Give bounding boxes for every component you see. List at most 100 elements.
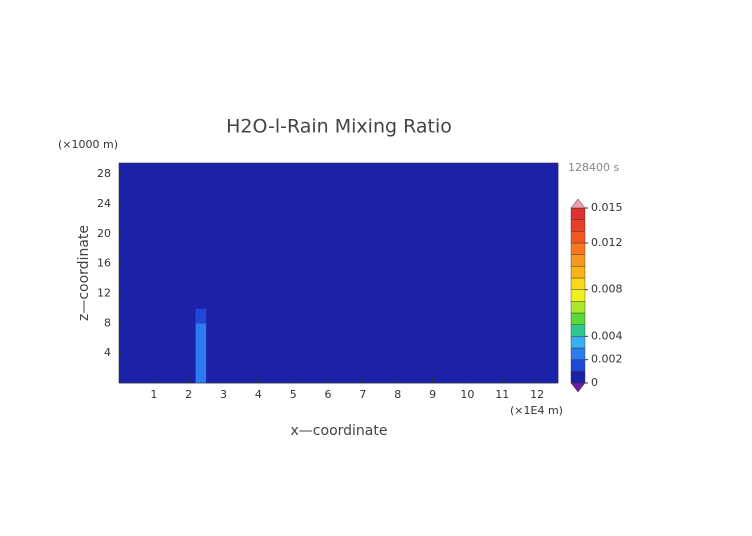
- y-unit: (×1000 m): [58, 138, 118, 151]
- colorbar-under: [570, 382, 586, 393]
- x-tick-label: 11: [495, 388, 509, 401]
- heat-cell: [195, 308, 207, 324]
- heat-cell: [258, 323, 294, 339]
- heat-cell: [119, 338, 155, 354]
- x-tick-label: 4: [255, 388, 262, 401]
- heat-cell: [223, 368, 259, 384]
- heat-cell: [397, 323, 433, 339]
- heat-cell: [223, 353, 259, 369]
- heat-cell: [432, 293, 468, 309]
- heat-cell: [119, 308, 155, 324]
- heat-cell: [258, 353, 294, 369]
- colorbar-segment: [570, 301, 586, 314]
- heat-cell: [195, 293, 207, 309]
- colorbar-segment: [570, 359, 586, 372]
- colorbar-tick-label: 0.008: [591, 283, 623, 296]
- heat-cell: [153, 338, 189, 354]
- heat-cell: [223, 323, 259, 339]
- colorbar-segment: [570, 289, 586, 302]
- heat-cell: [223, 163, 259, 294]
- x-tick-label: 6: [325, 388, 332, 401]
- heat-cell: [188, 338, 196, 354]
- heat-cell: [153, 368, 189, 384]
- heat-cell: [397, 163, 433, 294]
- heat-cell: [206, 338, 224, 354]
- y-tick-label: 8: [104, 316, 111, 329]
- heat-cell: [293, 293, 329, 309]
- heat-cell: [502, 308, 538, 324]
- heat-cell: [467, 338, 503, 354]
- heat-cell: [537, 353, 559, 369]
- colorbar-segment: [570, 242, 586, 255]
- heat-cell: [432, 353, 468, 369]
- heat-cell: [195, 353, 207, 369]
- plot-frame: [118, 162, 559, 384]
- colorbar-segment: [570, 277, 586, 290]
- heat-cell: [328, 163, 364, 294]
- heat-cell: [537, 338, 559, 354]
- colorbar-segment: [570, 266, 586, 279]
- heat-cell: [397, 308, 433, 324]
- colorbar-tick-label: 0.012: [591, 236, 623, 249]
- x-tick-label: 8: [394, 388, 401, 401]
- heat-cell: [188, 308, 196, 324]
- x-tick-label: 10: [460, 388, 474, 401]
- heat-cell: [432, 163, 468, 294]
- heat-cell: [223, 293, 259, 309]
- colorbar-over: [570, 198, 586, 209]
- time-label: 128400 s: [568, 161, 619, 174]
- heat-cell: [467, 293, 503, 309]
- colorbar-tick-label: 0.002: [591, 353, 623, 366]
- heat-cell: [328, 323, 364, 339]
- heat-cell: [119, 323, 155, 339]
- heat-cell: [153, 163, 189, 294]
- x-tick-label: 5: [290, 388, 297, 401]
- heat-cell: [119, 163, 155, 294]
- heat-cell: [502, 293, 538, 309]
- heat-cell: [188, 368, 196, 384]
- heat-cell: [328, 293, 364, 309]
- y-tick-label: 24: [97, 197, 111, 210]
- heat-cell: [293, 338, 329, 354]
- heat-cell: [362, 338, 399, 354]
- colorbar-segment: [570, 254, 586, 267]
- heat-cell: [502, 163, 538, 294]
- x-tick-label: 7: [359, 388, 366, 401]
- heat-cell: [258, 338, 294, 354]
- heat-cell: [206, 293, 224, 309]
- heat-cell: [328, 308, 364, 324]
- heat-cell: [537, 323, 559, 339]
- heat-cell: [153, 323, 189, 339]
- heat-cell: [206, 368, 224, 384]
- x-unit: (×1E4 m): [510, 404, 563, 417]
- heat-cell: [258, 163, 294, 294]
- heat-cell: [467, 323, 503, 339]
- colorbar-segment: [570, 207, 586, 220]
- heat-cell: [432, 308, 468, 324]
- heat-cell: [293, 163, 329, 294]
- colorbar-segment: [570, 312, 586, 325]
- colorbar-segment: [570, 219, 586, 232]
- x-tick-label: 1: [150, 388, 157, 401]
- heat-cell: [397, 353, 433, 369]
- heat-cell: [206, 308, 224, 324]
- heat-cell: [206, 353, 224, 369]
- heat-cell: [188, 163, 196, 294]
- colorbar-segment: [570, 324, 586, 337]
- heat-cell: [195, 338, 207, 354]
- heat-cell: [432, 338, 468, 354]
- heat-cell: [223, 338, 259, 354]
- heat-cell: [153, 308, 189, 324]
- heat-cell: [467, 368, 503, 384]
- heat-cell: [467, 308, 503, 324]
- x-tick-label: 9: [429, 388, 436, 401]
- x-tick-label: 2: [185, 388, 192, 401]
- y-tick-label: 28: [97, 167, 111, 180]
- heat-cell: [502, 323, 538, 339]
- heat-cell: [258, 308, 294, 324]
- heat-cell: [467, 163, 503, 294]
- heat-cell: [537, 308, 559, 324]
- heat-cell: [293, 308, 329, 324]
- x-tick-label: 12: [530, 388, 544, 401]
- x-axis-label: x—coordinate: [291, 423, 388, 439]
